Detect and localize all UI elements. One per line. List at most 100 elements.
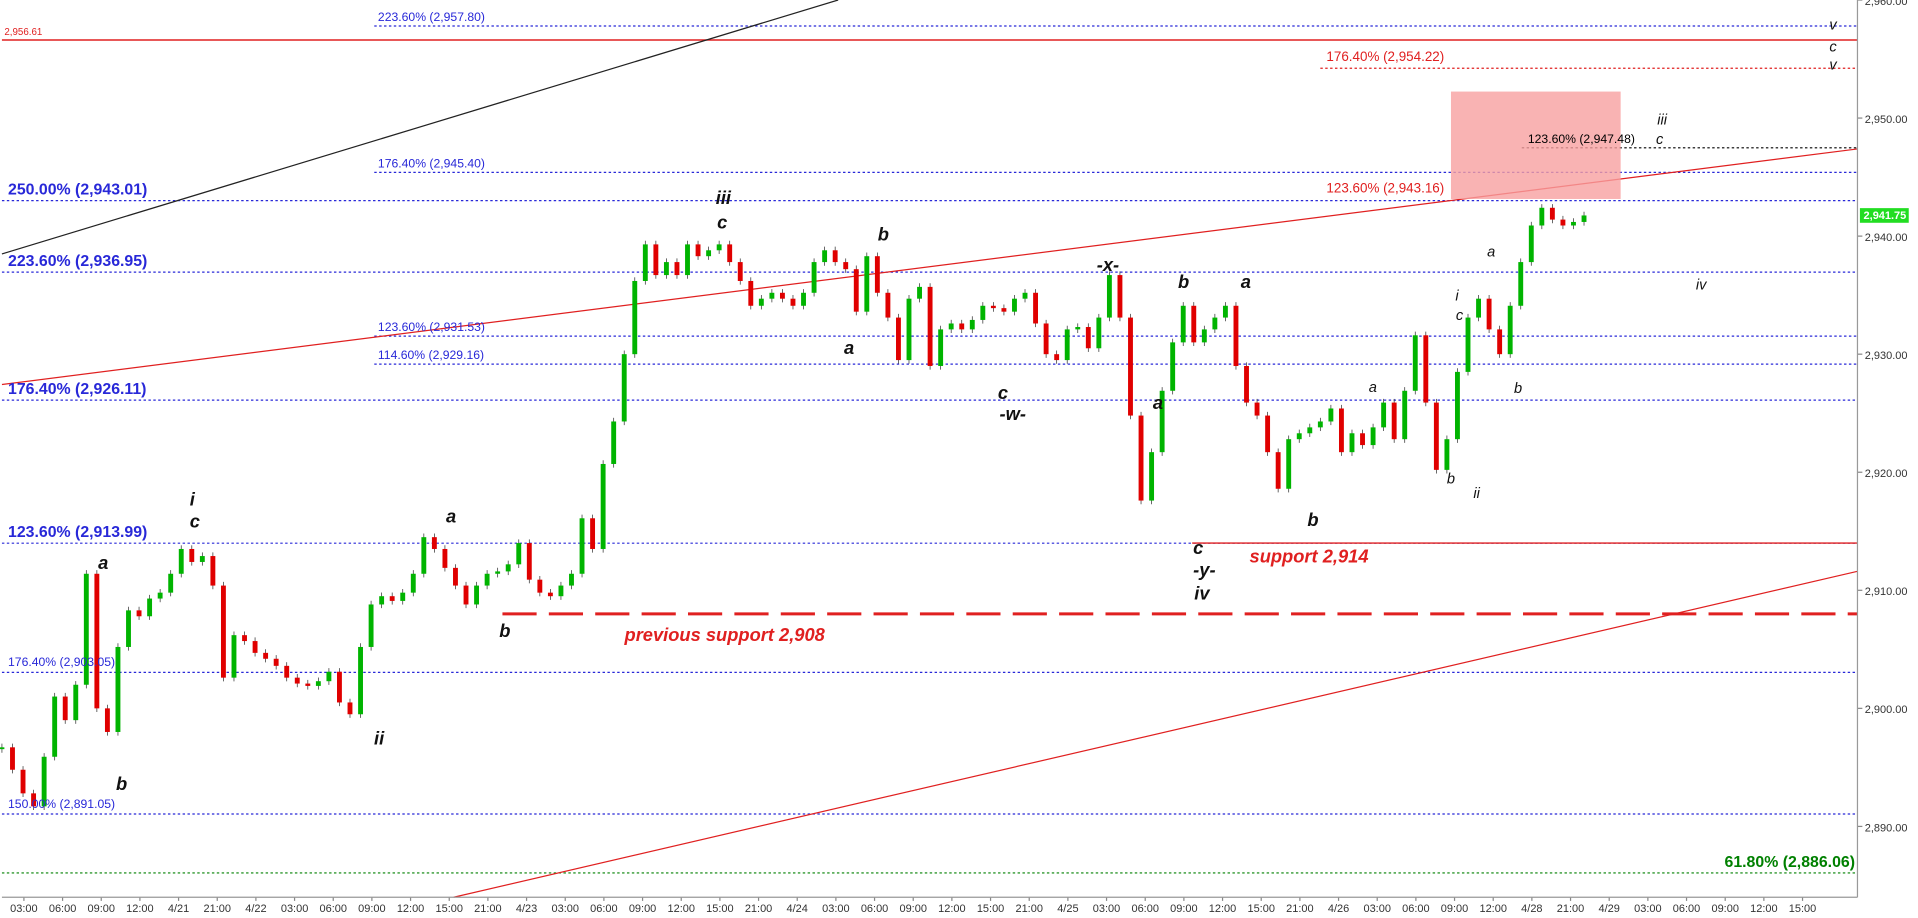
candle — [210, 556, 216, 586]
x-tick-label: 4/24 — [787, 903, 808, 915]
x-tick-label: 15:00 — [1247, 903, 1274, 915]
candle — [1286, 439, 1292, 489]
candle — [62, 696, 68, 721]
x-tick-label: 12:00 — [1479, 903, 1506, 915]
candle — [273, 658, 279, 666]
y-tick-label: 2,930.00 — [1865, 350, 1908, 362]
candle — [906, 298, 912, 361]
candle — [1054, 354, 1060, 361]
x-tick-label: 4/25 — [1057, 903, 1078, 915]
x-tick-label: 12:00 — [1750, 903, 1777, 915]
candle — [685, 244, 690, 276]
wave-label: c — [190, 510, 200, 531]
candle — [1507, 305, 1513, 355]
candle — [1402, 390, 1408, 440]
x-tick-label: 21:00 — [745, 903, 772, 915]
wave-label: v — [1829, 17, 1838, 33]
candle — [1254, 402, 1260, 416]
candle — [948, 323, 954, 330]
candle — [1539, 207, 1545, 226]
x-tick-label: 4/23 — [516, 903, 537, 915]
candle — [1075, 327, 1081, 330]
candle — [421, 537, 427, 574]
x-tick-label: 03:00 — [1363, 903, 1390, 915]
candle — [1106, 275, 1112, 318]
x-tick-label: 4/28 — [1521, 903, 1542, 915]
x-tick-label: 4/26 — [1328, 903, 1349, 915]
y-tick-label: 2,920.00 — [1865, 468, 1908, 480]
level-label: 176.40% (2,954.22) — [1326, 49, 1444, 64]
y-tick-label: 2,910.00 — [1865, 586, 1908, 598]
wave-label: c — [1829, 39, 1837, 55]
candle — [811, 262, 817, 293]
wave-label: a — [446, 505, 456, 526]
x-tick-label: 09:00 — [1441, 903, 1468, 915]
candle — [706, 250, 712, 257]
candle — [1560, 219, 1566, 226]
wave-label: ii — [1473, 486, 1480, 502]
candle — [1360, 433, 1365, 446]
wave-label: a — [844, 337, 854, 358]
candle — [168, 573, 174, 593]
level-label: 123.60% (2,913.99) — [8, 524, 147, 541]
candle — [526, 543, 532, 580]
wave-label: iv — [1696, 277, 1708, 293]
candle — [642, 244, 648, 281]
candle — [1117, 275, 1123, 318]
candle — [1149, 452, 1155, 501]
level-label: support 2,914 — [1250, 546, 1369, 567]
candle — [453, 567, 458, 586]
level-label: 2,956.61 — [4, 27, 42, 38]
x-tick-label: 21:00 — [1015, 903, 1042, 915]
candle — [853, 269, 859, 312]
y-tick-label: 2,960.00 — [1865, 0, 1908, 8]
level-label: 150.00% (2,891.05) — [8, 797, 115, 811]
candle — [758, 298, 764, 306]
y-tick-label: 2,900.00 — [1865, 704, 1908, 716]
candle — [1571, 221, 1576, 226]
x-tick-label: 21:00 — [474, 903, 501, 915]
last-price-box — [1859, 208, 1909, 223]
candle — [1349, 433, 1355, 453]
wave-label: b — [878, 223, 889, 244]
target-zone — [1450, 91, 1621, 199]
candle — [337, 671, 342, 703]
candle — [505, 564, 511, 572]
wave-label: a — [98, 552, 108, 573]
candle — [242, 635, 247, 642]
candle — [1328, 408, 1334, 422]
candle — [1001, 308, 1007, 312]
candle — [1381, 402, 1387, 428]
candle — [1317, 421, 1323, 428]
candle — [136, 610, 142, 617]
wave-label: b — [1307, 509, 1318, 530]
x-tick-label: 09:00 — [629, 903, 656, 915]
x-tick-label: 12:00 — [1209, 903, 1236, 915]
x-tick-label: 12:00 — [668, 903, 695, 915]
level-label: 176.40% (2,945.40) — [378, 156, 485, 170]
candle — [368, 604, 374, 647]
x-tick-label: 03:00 — [1093, 903, 1120, 915]
candle — [1022, 292, 1028, 299]
candle — [199, 556, 205, 562]
x-tick-label: 03:00 — [1634, 903, 1661, 915]
candle — [157, 592, 163, 599]
candle — [1233, 305, 1239, 366]
wave-label: i — [1455, 288, 1459, 304]
candle — [1444, 439, 1450, 470]
candle — [263, 652, 269, 659]
level-label: 123.60% (2,931.53) — [378, 320, 485, 334]
wave-label: v — [1829, 58, 1838, 74]
candle — [284, 665, 290, 678]
wave-label: c — [717, 211, 727, 232]
candle — [1275, 452, 1281, 489]
candle — [326, 671, 332, 682]
candle — [938, 329, 944, 366]
candle — [358, 646, 363, 715]
candle — [1465, 317, 1471, 372]
candle — [189, 548, 195, 562]
candle — [632, 280, 638, 355]
candle — [969, 319, 975, 330]
candle — [1033, 292, 1039, 324]
candle — [379, 596, 385, 605]
